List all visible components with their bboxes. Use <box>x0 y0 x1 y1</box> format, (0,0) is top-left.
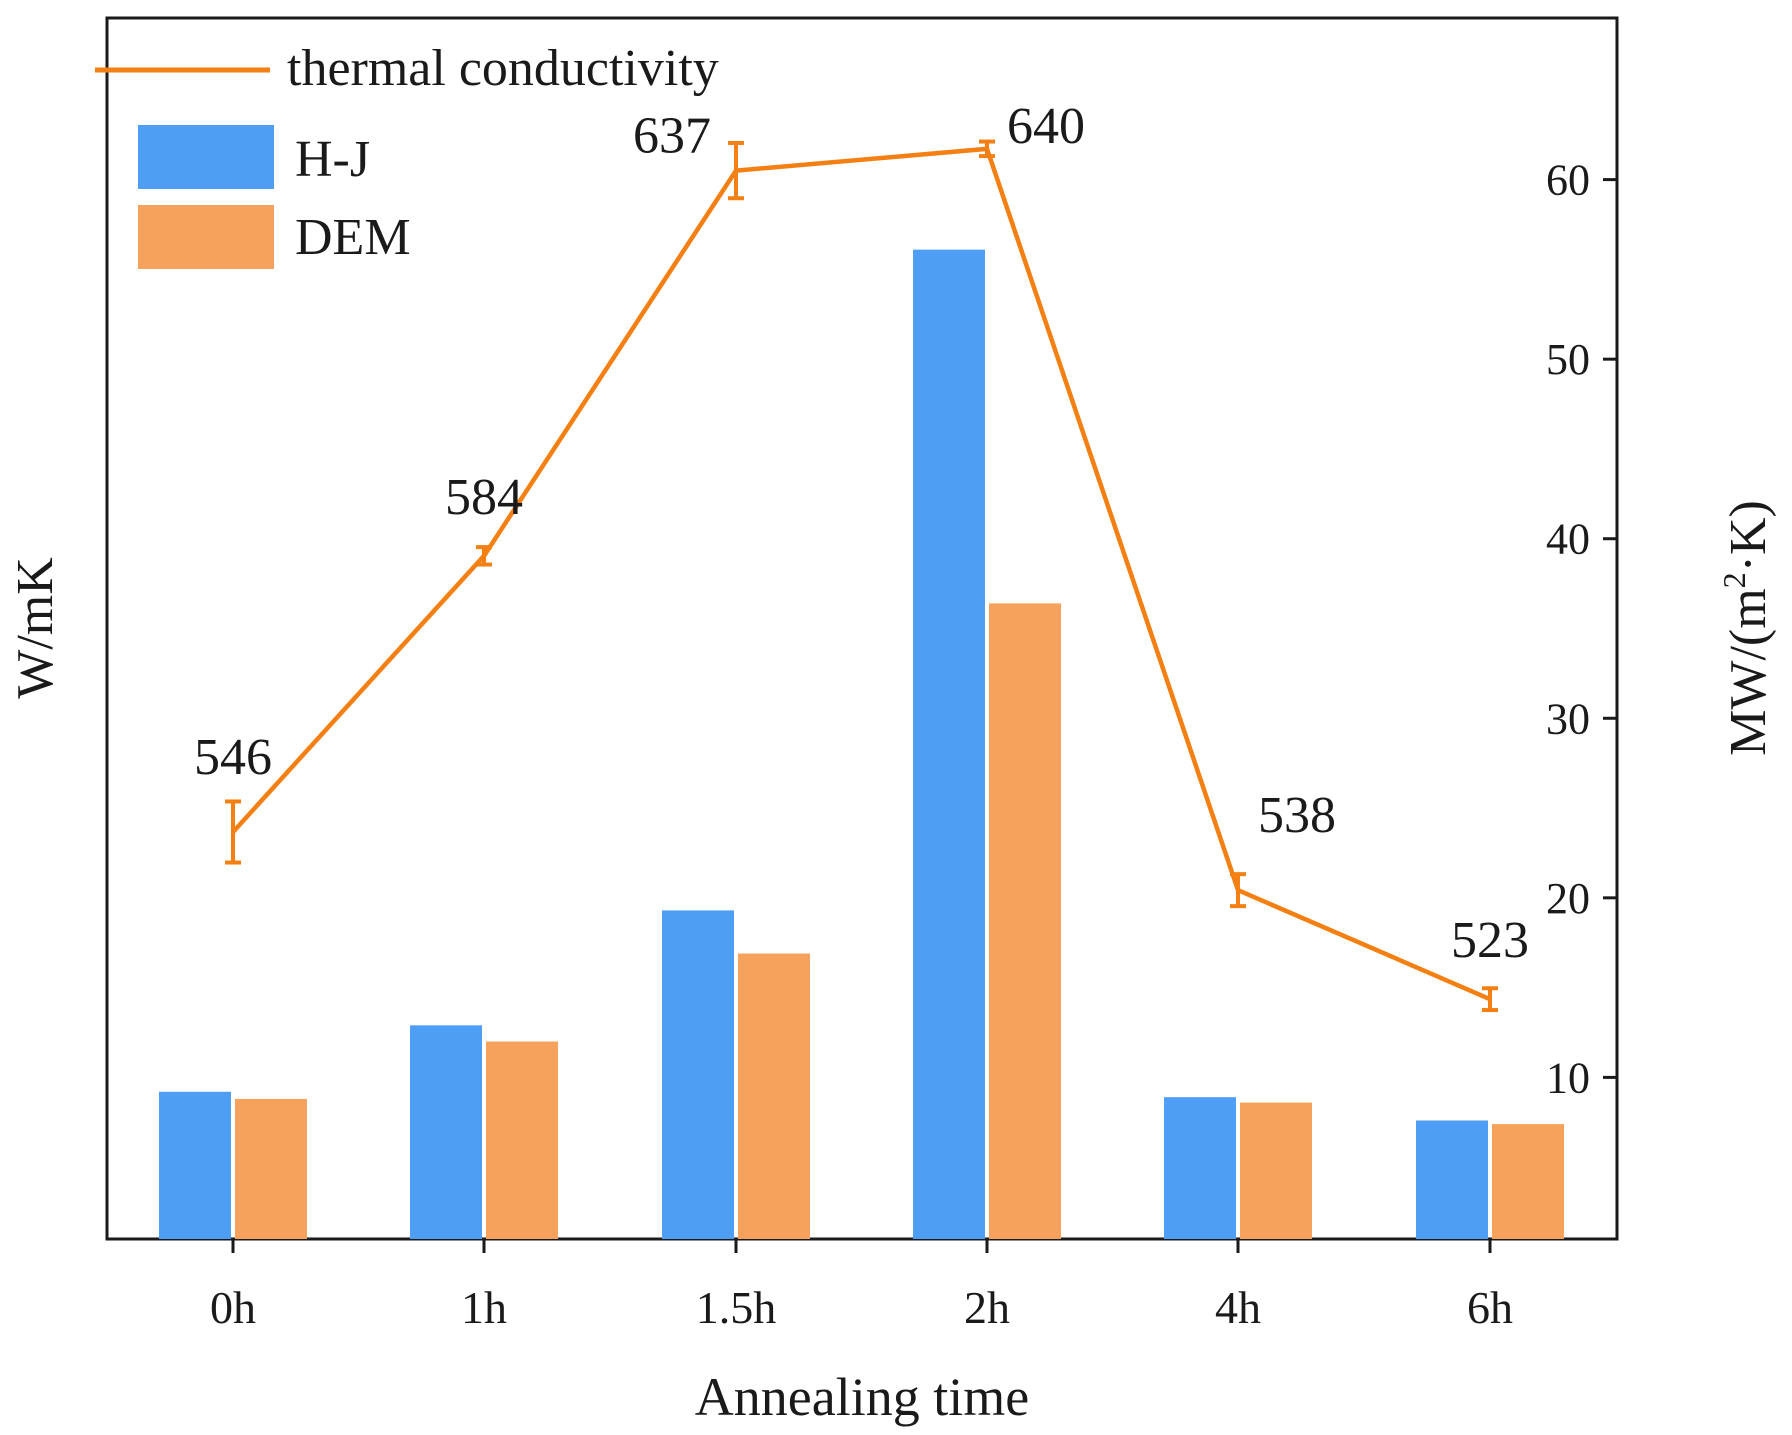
legend-swatch-hj <box>138 125 274 189</box>
x-tick-label-2h: 2h <box>964 1282 1010 1333</box>
right-y-axis: 10 20 30 40 50 60 <box>1546 156 1617 1102</box>
bar-dem-6h <box>1492 1124 1564 1239</box>
right-y-tick-label-40: 40 <box>1546 515 1590 564</box>
x-tick-label-0h: 0h <box>210 1282 256 1333</box>
x-tick-label-1h: 1h <box>461 1282 507 1333</box>
thermal-conductivity-line <box>231 146 1491 1002</box>
x-axis: 0h 1h 1.5h 2h 4h 6h <box>210 1239 1513 1333</box>
legend-swatch-dem <box>138 205 274 269</box>
data-label-6h: 523 <box>1451 912 1529 969</box>
legend-label-hj: H-J <box>295 131 370 188</box>
right-y-tick-label-20: 20 <box>1546 874 1590 923</box>
legend-label-thermal-conductivity: thermal conductivity <box>287 40 719 97</box>
bar-hj-6h <box>1416 1120 1488 1239</box>
bar-hj-4h <box>1164 1097 1236 1239</box>
bar-hj-1h <box>410 1025 482 1239</box>
legend: thermal conductivity H-J DEM <box>95 40 719 269</box>
right-y-tick-label-30: 30 <box>1546 694 1590 743</box>
plot-frame <box>105 16 1619 1241</box>
data-label-4h: 538 <box>1258 787 1336 844</box>
x-tick-label-1_5h: 1.5h <box>696 1282 777 1333</box>
bar-dem-1_5h <box>738 953 810 1239</box>
data-label-2h: 640 <box>1007 98 1085 155</box>
right-y-tick-label-10: 10 <box>1546 1053 1590 1102</box>
bar-hj-0h <box>159 1091 231 1239</box>
right-y-tick-label-50: 50 <box>1546 335 1590 384</box>
bar-dem-2h <box>989 603 1061 1239</box>
data-label-1h: 584 <box>445 469 523 526</box>
bar-hj-1_5h <box>662 910 734 1239</box>
bar-dem-0h <box>235 1098 307 1239</box>
data-label-1_5h: 637 <box>633 108 711 165</box>
left-y-axis-title: W/mK <box>7 557 64 699</box>
bar-hj-2h <box>913 249 985 1240</box>
x-tick-label-4h: 4h <box>1215 1282 1261 1333</box>
right-y-tick-label-60: 60 <box>1546 156 1590 205</box>
data-label-0h: 546 <box>194 729 272 786</box>
right-y-axis-title-tail: ·K) <box>1720 500 1777 572</box>
x-axis-title: Annealing time <box>695 1367 1029 1427</box>
x-tick-label-6h: 6h <box>1467 1282 1513 1333</box>
bar-dem-4h <box>1240 1102 1312 1239</box>
bars-layer <box>159 249 1564 1240</box>
right-y-axis-title-main: MW/(m <box>1720 588 1777 756</box>
right-y-axis-title: MW/(m2·K) <box>1716 500 1777 756</box>
legend-label-dem: DEM <box>295 209 411 266</box>
right-y-axis-title-sup: 2 <box>1716 572 1752 588</box>
bar-dem-1h <box>486 1041 558 1239</box>
line-layer: 546 584 637 640 538 523 <box>194 98 1529 1013</box>
